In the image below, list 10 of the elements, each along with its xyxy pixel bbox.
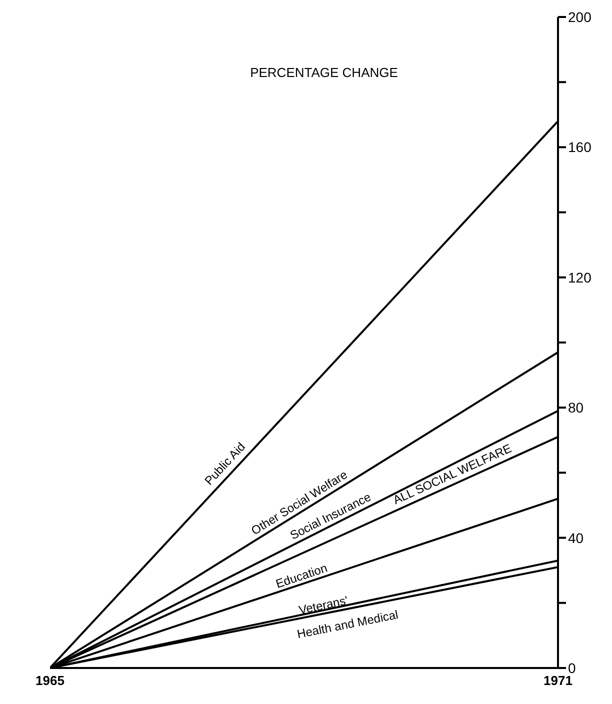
- x-tick-label: 1971: [544, 673, 572, 688]
- y-tick-label: 160: [568, 139, 592, 156]
- text: Veterans': [298, 593, 350, 618]
- y-tick-label: 0: [568, 660, 576, 676]
- y-tick-label: 40: [568, 530, 584, 546]
- x-tick-label: 1965: [36, 673, 64, 688]
- y-tick-label: 80: [568, 400, 584, 416]
- y-tick-label: 200: [568, 8, 592, 25]
- y-tick-label: 120: [568, 269, 592, 286]
- text: PERCENTAGE CHANGE: [250, 65, 398, 80]
